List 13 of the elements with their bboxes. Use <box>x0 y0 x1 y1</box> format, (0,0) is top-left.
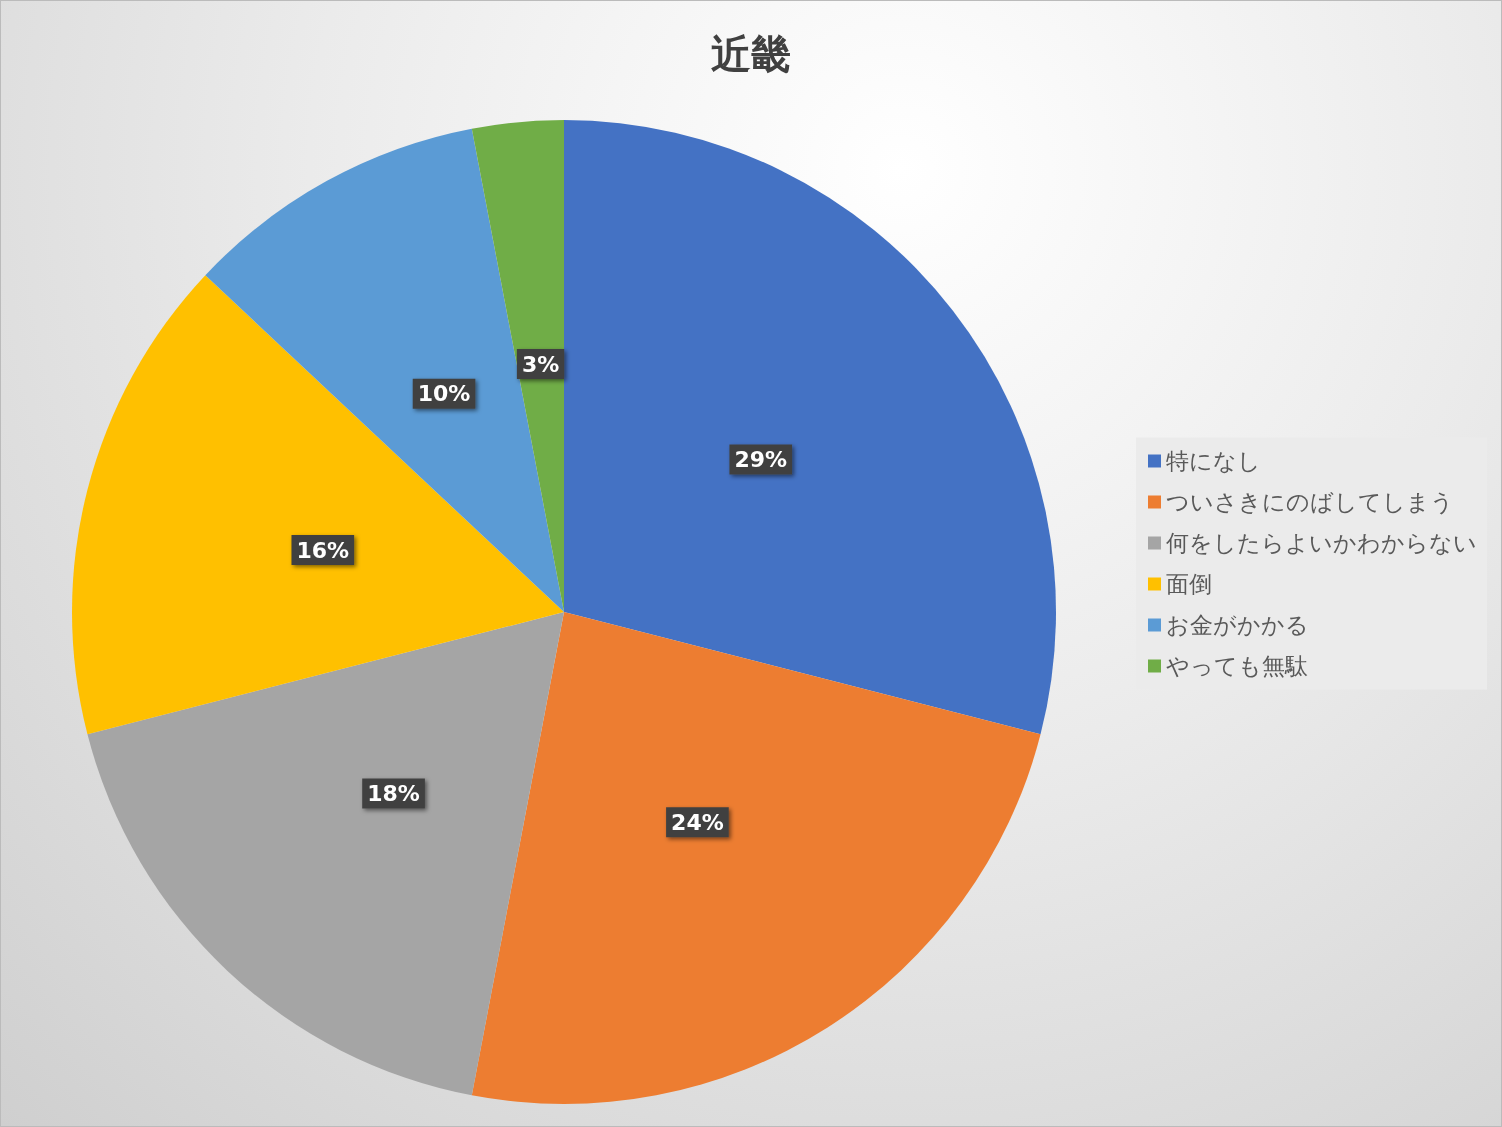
legend-label: 何をしたらよいかわからない <box>1166 530 1477 556</box>
chart-title: 近畿 <box>711 31 791 77</box>
data-label: 10% <box>417 381 471 407</box>
legend-label: 特になし <box>1166 448 1261 474</box>
data-label: 24% <box>671 809 724 835</box>
data-label: 3% <box>521 351 560 377</box>
data-label: 29% <box>734 446 788 472</box>
data-label: 16% <box>296 537 350 563</box>
data-label: 18% <box>367 781 420 807</box>
legend-label: お金がかかる <box>1166 612 1309 638</box>
legend-label: ついさきにのばしてしまう <box>1166 489 1454 515</box>
legend-label: 面倒 <box>1166 571 1212 597</box>
legend-label: やっても無駄 <box>1166 653 1308 679</box>
